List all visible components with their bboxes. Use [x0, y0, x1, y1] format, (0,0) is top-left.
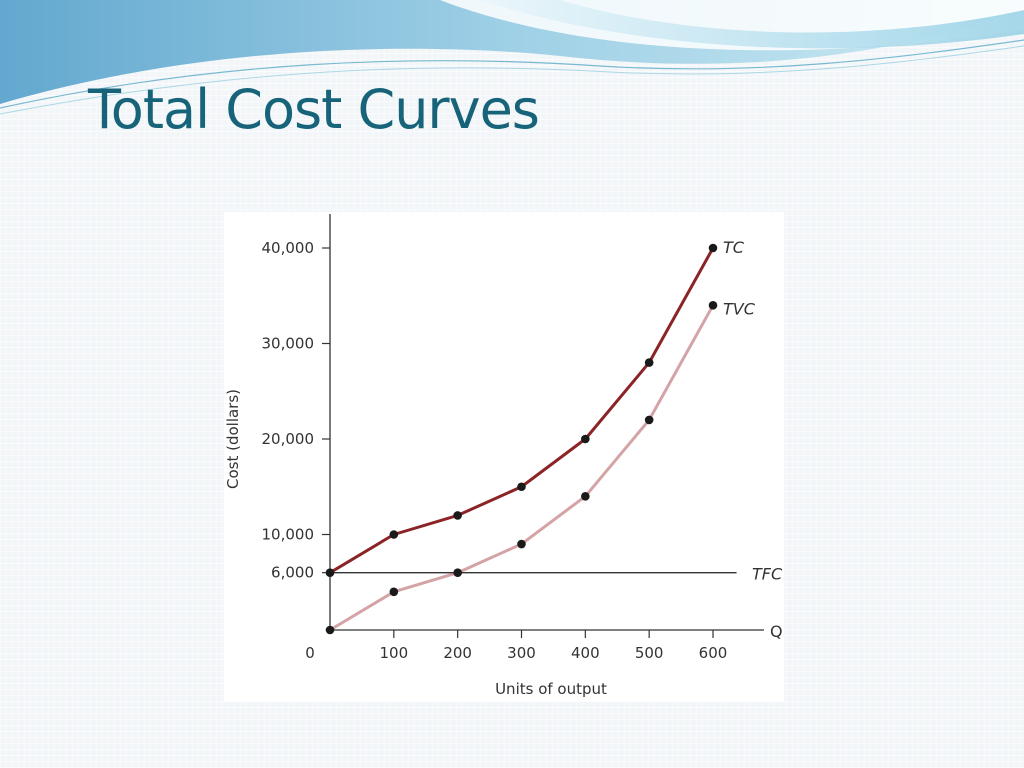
slide-title: Total Cost Curves: [88, 78, 540, 141]
x-tick-label: 0: [305, 644, 315, 662]
axes: Q: [329, 214, 783, 641]
y-tick-label: 40,000: [262, 239, 315, 257]
x-tick-label: 400: [571, 644, 600, 662]
x-axis-symbol: Q: [770, 622, 783, 641]
series-labels: TC TVC TFC: [723, 238, 783, 584]
y-tick-label: 6,000: [271, 564, 314, 582]
data-point-tvc: [708, 301, 718, 310]
data-point-tc: [389, 530, 399, 539]
series-lines: [328, 246, 737, 632]
y-tick-label: 30,000: [262, 335, 315, 353]
series-label-tvc: TVC: [723, 299, 756, 318]
chart-panel: [224, 212, 784, 702]
data-point-tvc: [389, 587, 399, 597]
x-tick-label: 200: [443, 644, 472, 662]
x-tick-label: 600: [699, 644, 728, 662]
data-point-tvc: [581, 492, 590, 501]
data-point-tc: [581, 434, 590, 444]
data-point-tvc: [453, 568, 462, 577]
series-markers: [325, 243, 718, 635]
x-tick-label: 500: [635, 644, 664, 662]
series-label-tfc: TFC: [752, 565, 783, 584]
x-tick-label: 300: [507, 644, 536, 662]
x-tick-label: 100: [380, 644, 409, 662]
y-axis-title: Cost (dollars): [224, 389, 242, 489]
y-tick-label: 20,000: [262, 430, 315, 448]
data-point-tvc: [517, 539, 526, 549]
series-label-tc: TC: [723, 238, 745, 257]
header-wave-decoration: [0, 0, 1024, 115]
tick-marks: 6,000 10,000 20,000 30,000 40,000 0 100 200 300 4…: [262, 239, 728, 662]
y-tick-label: 10,000: [262, 526, 315, 544]
total-cost-chart: Q 6,000 10,000 20,000 30,000 40,000 0 100 200 30…: [224, 214, 783, 698]
data-point-tc: [453, 511, 462, 520]
data-point-tc: [325, 568, 335, 577]
data-point-tc: [644, 358, 654, 367]
data-point-tc: [708, 243, 718, 253]
data-point-tc: [517, 482, 526, 492]
data-point-tvc: [325, 625, 335, 635]
x-axis-title: Units of output: [495, 680, 607, 698]
data-point-tvc: [644, 415, 654, 425]
